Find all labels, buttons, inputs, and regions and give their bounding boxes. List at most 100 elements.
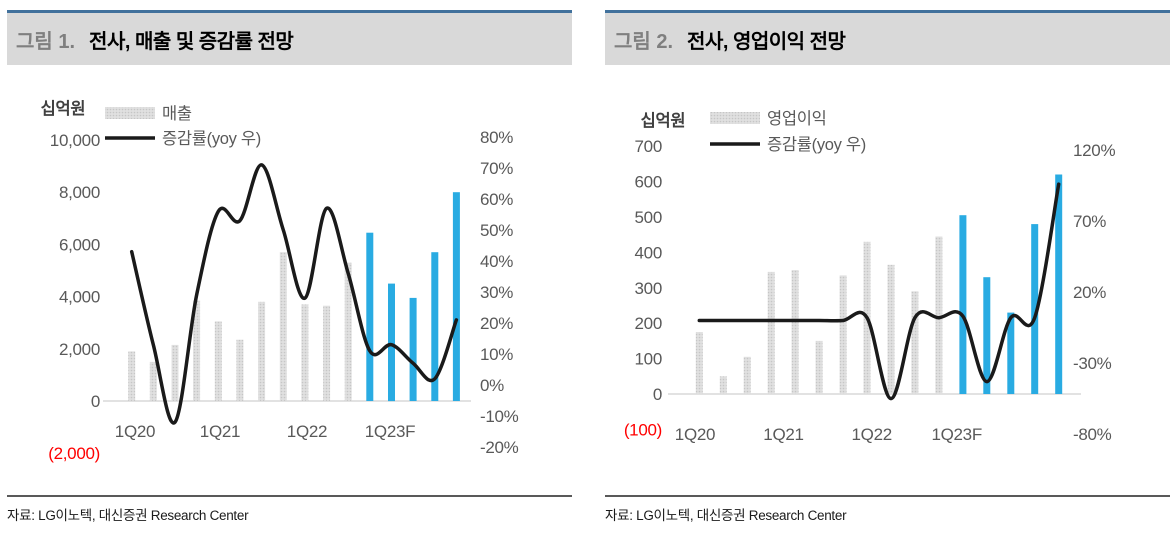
x-axis-labels: 1Q20 1Q21 1Q22 1Q23F bbox=[675, 425, 982, 444]
right-axis-tick-40: 40% bbox=[480, 252, 513, 271]
right-axis-tick-20: 20% bbox=[1073, 283, 1106, 302]
forecast-bar-4Q23F bbox=[452, 192, 460, 401]
left-axis-tick-100: 100 bbox=[635, 350, 662, 369]
growth-rate-line bbox=[697, 182, 1061, 401]
bar-1Q21 bbox=[214, 321, 222, 401]
right-axis-tick-70: 70% bbox=[1073, 212, 1106, 231]
revenue-bars bbox=[128, 192, 460, 402]
left-axis-tick-10000: 10,000 bbox=[50, 131, 100, 150]
figure-2-title: 전사, 영업이익 전망 bbox=[687, 30, 846, 53]
bar-3Q21 bbox=[258, 301, 266, 401]
right-axis-tick-0: 0% bbox=[480, 376, 504, 395]
forecast-bar-2Q23F bbox=[1007, 312, 1015, 394]
bar-4Q20 bbox=[193, 300, 201, 401]
x-axis-label-1Q21: 1Q21 bbox=[200, 422, 240, 441]
bar-3Q21 bbox=[839, 275, 847, 394]
figure-1-header: 그림 1. 전사, 매출 및 증감률 전망 bbox=[7, 10, 572, 65]
bar-1Q20 bbox=[695, 332, 703, 394]
bar-1Q20 bbox=[128, 351, 136, 401]
forecast-bar-3Q23F bbox=[431, 252, 439, 401]
bar-2Q21 bbox=[815, 340, 823, 394]
axis-unit-label: 십억원 bbox=[641, 111, 686, 130]
left-axis-ticks: 10,000 8,000 6,000 4,000 2,000 0 (2,000) bbox=[48, 131, 100, 463]
forecast-bar-1Q23F bbox=[388, 283, 395, 402]
right-axis-tick-30: 30% bbox=[480, 283, 513, 302]
right-axis-tick-60: 60% bbox=[480, 190, 513, 209]
forecast-bar-4Q23F bbox=[1055, 174, 1063, 394]
x-axis-label-1Q20: 1Q20 bbox=[675, 425, 715, 444]
legend-bar-swatch bbox=[105, 107, 155, 119]
figure-2-number-label: 그림 2. bbox=[614, 30, 674, 53]
right-axis-tick--10: -10% bbox=[480, 407, 519, 426]
right-axis-tick-50: 50% bbox=[480, 221, 513, 240]
left-axis-tick-4000: 4,000 bbox=[59, 288, 100, 307]
left-axis-tick-0: 0 bbox=[653, 385, 662, 404]
x-axis-label-1Q23F: 1Q23F bbox=[365, 422, 415, 441]
legend-bar-swatch bbox=[710, 112, 760, 124]
right-axis-tick-120: 120% bbox=[1073, 141, 1115, 160]
figure-1-panel: 그림 1. 전사, 매출 및 증감률 전망 10,000 8,000 6,000 4,… bbox=[7, 10, 572, 524]
right-axis-tick-20: 20% bbox=[480, 314, 513, 333]
left-axis-ticks: 700 600 500 400 300 200 100 0 (100) bbox=[624, 137, 662, 439]
forecast-bar-1Q23F bbox=[983, 277, 991, 394]
figure-1-number-label: 그림 1. bbox=[16, 30, 76, 53]
figure-2-footer-rule bbox=[605, 495, 1170, 497]
x-axis-label-1Q20: 1Q20 bbox=[115, 422, 155, 441]
legend-line-label: 증감률(yoy 우) bbox=[162, 129, 261, 148]
figure-1-source-text: 자료: LG이노텍, 대신증권 Research Center bbox=[7, 508, 249, 523]
bar-3Q20 bbox=[743, 356, 751, 394]
revenue-growth-chart: 10,000 8,000 6,000 4,000 2,000 0 (2,000) 80% 70%… bbox=[41, 99, 519, 463]
bar-2Q20 bbox=[149, 361, 157, 402]
forecast-bar-3Q23F bbox=[1031, 224, 1039, 394]
left-axis-tick--100: (100) bbox=[624, 420, 662, 439]
left-axis-tick-700: 700 bbox=[635, 137, 662, 156]
right-axis-tick-10: 10% bbox=[480, 345, 513, 364]
growth-rate-line bbox=[129, 163, 459, 425]
bar-4Q20 bbox=[767, 271, 775, 394]
bar-2Q22 bbox=[911, 291, 919, 394]
forecast-bar-2Q23F bbox=[409, 297, 417, 401]
x-axis-label-1Q23F: 1Q23F bbox=[931, 425, 981, 444]
legend-line-label: 증감률(yoy 우) bbox=[767, 135, 866, 154]
forecast-bar-4Q22 bbox=[366, 232, 374, 401]
right-axis-tick-70: 70% bbox=[480, 159, 513, 178]
left-axis-tick--2000: (2,000) bbox=[48, 444, 100, 463]
bar-2Q21 bbox=[236, 339, 244, 401]
bar-3Q20 bbox=[171, 344, 179, 401]
figure-1-title: 전사, 매출 및 증감률 전망 bbox=[89, 30, 294, 53]
right-axis-ticks: 80% 70% 60% 50% 40% 30% 20% 10% 0% -10% -20% bbox=[480, 128, 519, 457]
bar-2Q20 bbox=[719, 376, 727, 394]
x-axis-labels: 1Q20 1Q21 1Q22 1Q23F bbox=[115, 422, 416, 441]
left-axis-tick-200: 200 bbox=[635, 314, 662, 333]
right-axis-ticks: 120% 70% 20% -30% -80% bbox=[1073, 141, 1116, 444]
figure-1-footer-rule bbox=[7, 495, 572, 497]
right-axis-tick--20: -20% bbox=[480, 438, 519, 457]
figure-2-header: 그림 2. 전사, 영업이익 전망 bbox=[605, 10, 1170, 65]
bar-2Q22 bbox=[323, 305, 331, 401]
bar-1Q21 bbox=[791, 270, 799, 394]
x-axis-label-1Q21: 1Q21 bbox=[763, 425, 803, 444]
axis-unit-label: 십억원 bbox=[41, 99, 86, 118]
figure-2-source-text: 자료: LG이노텍, 대신증권 Research Center bbox=[605, 508, 847, 523]
figure-2-panel: 그림 2. 전사, 영업이익 전망 700 600 500 400 300 200 100 0… bbox=[605, 10, 1170, 524]
legend-bar-label: 영업이익 bbox=[767, 109, 827, 128]
x-axis-label-1Q22: 1Q22 bbox=[287, 422, 327, 441]
bar-1Q22 bbox=[887, 264, 895, 394]
operating-profit-chart: 700 600 500 400 300 200 100 0 (100) 120% 70% 20% -30… bbox=[624, 109, 1116, 444]
right-axis-tick--30: -30% bbox=[1073, 354, 1112, 373]
left-axis-tick-2000: 2,000 bbox=[59, 340, 100, 359]
left-axis-tick-0: 0 bbox=[91, 392, 100, 411]
left-axis-tick-8000: 8,000 bbox=[59, 183, 100, 202]
right-axis-tick--80: -80% bbox=[1073, 425, 1112, 444]
left-axis-tick-500: 500 bbox=[635, 208, 662, 227]
legend-bar-label: 매출 bbox=[162, 104, 192, 123]
x-axis-label-1Q22: 1Q22 bbox=[852, 425, 892, 444]
left-axis-tick-400: 400 bbox=[635, 243, 662, 262]
bar-3Q22 bbox=[935, 236, 943, 394]
left-axis-tick-6000: 6,000 bbox=[59, 235, 100, 254]
bar-4Q21 bbox=[279, 252, 287, 401]
right-axis-tick-80: 80% bbox=[480, 128, 513, 147]
bar-1Q22 bbox=[301, 304, 309, 401]
forecast-bar-4Q22 bbox=[959, 215, 967, 394]
